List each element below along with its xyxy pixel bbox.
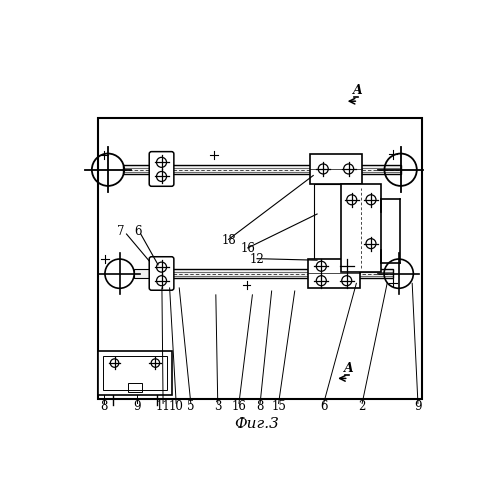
Text: 12: 12 bbox=[250, 253, 264, 266]
Text: 7: 7 bbox=[117, 225, 124, 238]
Text: 10: 10 bbox=[168, 400, 184, 413]
Bar bbox=[98, 350, 172, 395]
Text: A: A bbox=[344, 362, 354, 374]
Text: 9: 9 bbox=[414, 400, 422, 413]
Text: 16: 16 bbox=[232, 400, 246, 413]
Text: 2: 2 bbox=[358, 400, 366, 413]
Text: 6: 6 bbox=[320, 400, 328, 413]
Bar bbox=[98, 118, 422, 399]
Bar bbox=[104, 356, 166, 390]
Text: 18: 18 bbox=[221, 234, 236, 248]
Text: 9: 9 bbox=[133, 400, 140, 413]
Bar bbox=[162, 270, 393, 278]
Bar bbox=[310, 154, 362, 184]
FancyBboxPatch shape bbox=[149, 152, 174, 186]
Bar bbox=[308, 259, 360, 288]
Text: 3: 3 bbox=[214, 400, 222, 413]
Bar bbox=[134, 270, 152, 278]
Text: A: A bbox=[354, 84, 363, 98]
Text: 8: 8 bbox=[100, 400, 108, 413]
Text: 8: 8 bbox=[256, 400, 264, 413]
Text: 5: 5 bbox=[187, 400, 194, 413]
Bar bbox=[341, 184, 382, 272]
Bar bbox=[124, 166, 400, 174]
FancyBboxPatch shape bbox=[149, 256, 174, 290]
Text: 15: 15 bbox=[271, 400, 286, 413]
Bar bbox=[128, 384, 142, 392]
Text: 16: 16 bbox=[240, 242, 255, 255]
Bar bbox=[314, 184, 358, 259]
Text: 11: 11 bbox=[156, 400, 170, 413]
Text: 6: 6 bbox=[134, 225, 141, 238]
Text: Фиг.3: Фиг.3 bbox=[234, 417, 278, 431]
